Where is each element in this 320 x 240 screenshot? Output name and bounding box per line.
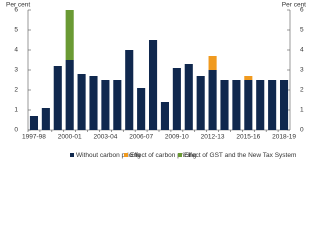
bar [65,10,74,60]
bar [279,80,289,130]
bar [196,76,205,130]
x-tick-label: 2015-16 [236,134,260,141]
bar [101,80,110,130]
y-tick-label: 1 [14,107,18,114]
bar [244,80,253,130]
bar [113,80,122,130]
x-tick-label: 2000-01 [58,134,82,141]
bar [268,80,277,130]
bar [184,64,193,130]
bar [256,80,265,130]
y2-tick-label: 4 [300,47,304,54]
bar [41,108,50,130]
y2-tick-label: 0 [300,127,304,134]
x-tick-label: 2006-07 [129,134,153,141]
legend-label: Effect of GST and the New Tax System [184,152,296,159]
y-tick-label: 6 [14,7,18,14]
bar [89,76,98,130]
legend-swatch [178,153,182,157]
y-axis-label: Per cent [6,2,30,9]
x-tick-label: 2009-10 [165,134,189,141]
bar [125,50,134,130]
y2-tick-label: 1 [300,107,304,114]
bar [137,88,146,130]
y-tick-label: 4 [14,47,18,54]
x-tick-label: 1997-98 [22,134,46,141]
y2-tick-label: 3 [300,67,304,74]
bar [53,66,62,130]
bar [65,60,74,130]
bar [232,80,241,130]
legend-swatch [70,153,74,157]
legend-swatch [124,153,128,157]
x-tick-label: 2003-04 [93,134,117,141]
bar [208,70,217,130]
bar [220,80,229,130]
legend-label: Effect of carbon pricing [130,152,197,159]
y2-axis-label: Per cent [282,2,306,9]
y2-tick-label: 2 [300,87,304,94]
y-tick-label: 0 [14,127,18,134]
chart: Per cent Per cent 0 1 2 3 4 5 6 0 1 2 3 4 5 6 1997-98 2… [6,2,306,160]
bar [244,76,253,80]
y-tick-label: 5 [14,27,18,34]
legend-label: Without carbon pricing [76,152,141,159]
bar [160,102,170,130]
y2-tick-label: 5 [300,27,304,34]
y-tick-label: 3 [14,67,18,74]
y2-tick-label: 6 [300,7,304,14]
x-tick-label: 2018-19 [272,134,296,141]
bar [77,74,86,130]
bar [208,56,217,70]
bar [29,116,39,130]
x-tick-label: 2012-13 [201,134,225,141]
y-tick-label: 2 [14,87,18,94]
bar [172,68,181,130]
bar [148,40,158,130]
